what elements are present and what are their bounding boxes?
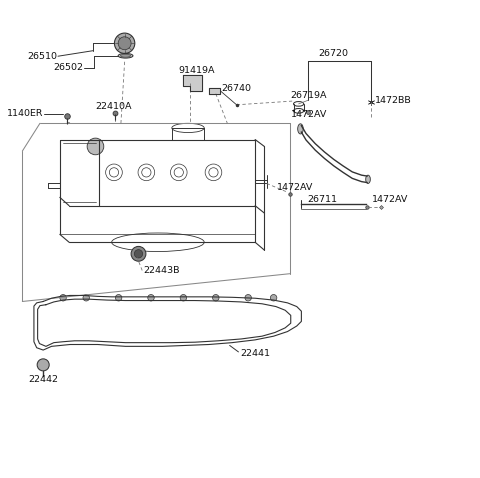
Text: 22441: 22441 <box>240 349 270 358</box>
Polygon shape <box>183 75 202 91</box>
Circle shape <box>83 294 89 301</box>
Ellipse shape <box>366 175 371 184</box>
Circle shape <box>245 294 252 301</box>
Text: 26720: 26720 <box>319 49 349 58</box>
Circle shape <box>131 246 146 261</box>
Polygon shape <box>209 88 220 94</box>
Circle shape <box>180 294 187 301</box>
Text: 26510: 26510 <box>27 52 57 61</box>
Text: 22442: 22442 <box>28 375 58 384</box>
Circle shape <box>213 294 219 301</box>
Text: 26711: 26711 <box>307 195 337 204</box>
Circle shape <box>115 294 122 301</box>
Ellipse shape <box>120 54 131 57</box>
Text: 1472BB: 1472BB <box>374 96 411 105</box>
Circle shape <box>114 33 135 54</box>
Circle shape <box>118 37 131 50</box>
Ellipse shape <box>118 54 133 58</box>
Circle shape <box>270 294 277 301</box>
Text: 1472AV: 1472AV <box>291 110 327 119</box>
Ellipse shape <box>298 124 303 134</box>
Circle shape <box>37 359 49 371</box>
Text: 26719A: 26719A <box>290 91 326 99</box>
Circle shape <box>148 294 154 301</box>
Circle shape <box>87 138 104 155</box>
Text: 26740: 26740 <box>222 84 252 93</box>
Text: 1472AV: 1472AV <box>277 183 314 192</box>
Text: 22410A: 22410A <box>96 102 132 111</box>
Text: 26502: 26502 <box>53 63 83 72</box>
Circle shape <box>60 294 66 301</box>
Text: 1140ER: 1140ER <box>7 109 43 118</box>
Text: 91419A: 91419A <box>179 66 215 75</box>
Circle shape <box>134 250 143 258</box>
Text: 1472AV: 1472AV <box>372 195 408 204</box>
Text: 22443B: 22443B <box>143 266 180 275</box>
